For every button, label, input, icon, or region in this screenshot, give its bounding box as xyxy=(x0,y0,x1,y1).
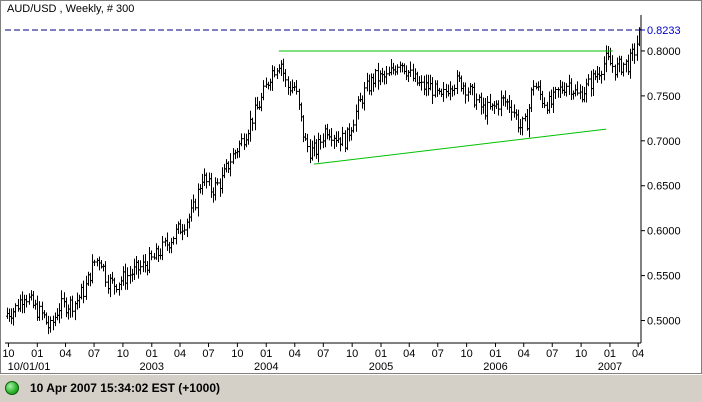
x-year-label: 10/01/01 xyxy=(8,361,51,373)
x-tick-label: 10 xyxy=(461,348,473,360)
x-year-label: 2007 xyxy=(598,361,622,373)
x-tick-label: 10 xyxy=(346,348,358,360)
price-bars xyxy=(6,27,641,335)
x-tick-label: 01 xyxy=(146,348,158,360)
x-tick-label: 10 xyxy=(2,348,14,360)
x-tick-label: 01 xyxy=(375,348,387,360)
x-tick-label: 07 xyxy=(432,348,444,360)
chart-title: AUD/USD , Weekly, # 300 xyxy=(7,3,134,15)
chart-svg: AUD/USD , Weekly, # 300 0.8233 0.50000.5… xyxy=(2,3,681,373)
y-tick-label: 0.8000 xyxy=(647,46,681,58)
price-marker-label: 0.8233 xyxy=(647,25,681,37)
y-tick-label: 0.7000 xyxy=(647,136,681,148)
x-tick-label: 01 xyxy=(489,348,501,360)
y-tick-label: 0.6500 xyxy=(647,181,681,193)
x-tick-label: 10 xyxy=(575,348,587,360)
x-tick-label: 07 xyxy=(546,348,558,360)
chart-frame: AUD/USD , Weekly, # 300 0.8233 0.5000 0.5… xyxy=(0,0,702,374)
x-tick-label: 04 xyxy=(289,348,301,360)
x-tick-label: 07 xyxy=(88,348,100,360)
x-tick-label: 10 xyxy=(117,348,129,360)
x-tick-label: 01 xyxy=(604,348,616,360)
y-tick-label: 0.5500 xyxy=(647,271,681,283)
status-timestamp: 10 Apr 2007 15:34:02 EST (+1000) xyxy=(30,381,221,395)
y-tick-label: 0.7500 xyxy=(647,91,681,103)
x-tick-label: 07 xyxy=(317,348,329,360)
x-tick-label: 07 xyxy=(202,348,214,360)
y-tick-label: 0.6000 xyxy=(647,226,681,238)
x-tick-label: 04 xyxy=(174,348,186,360)
price-marker: 0.8233 xyxy=(5,25,681,37)
x-tick-label: 04 xyxy=(518,348,530,360)
trendlines xyxy=(278,50,613,165)
x-tick-label: 01 xyxy=(260,348,272,360)
x-year-label: 2005 xyxy=(369,361,393,373)
y-tick-label: 0.5000 xyxy=(647,316,681,328)
x-year-label: 2003 xyxy=(140,361,164,373)
x-tick-label: 04 xyxy=(632,348,644,360)
x-tick-label: 04 xyxy=(59,348,71,360)
status-bar: 10 Apr 2007 15:34:02 EST (+1000) xyxy=(0,374,702,402)
x-year-label: 2004 xyxy=(254,361,278,373)
y-axis: 0.5000 0.5500 0.6000 0.6500 0.7000 0.7500 0.80… xyxy=(640,15,681,343)
x-tick-label: 01 xyxy=(31,348,43,360)
x-tick-label: 10 xyxy=(231,348,243,360)
status-green-dot-icon xyxy=(5,381,19,395)
x-tick-label: 04 xyxy=(403,348,415,360)
trendline-rising-support[interactable] xyxy=(313,128,607,165)
x-year-label: 2006 xyxy=(483,361,507,373)
